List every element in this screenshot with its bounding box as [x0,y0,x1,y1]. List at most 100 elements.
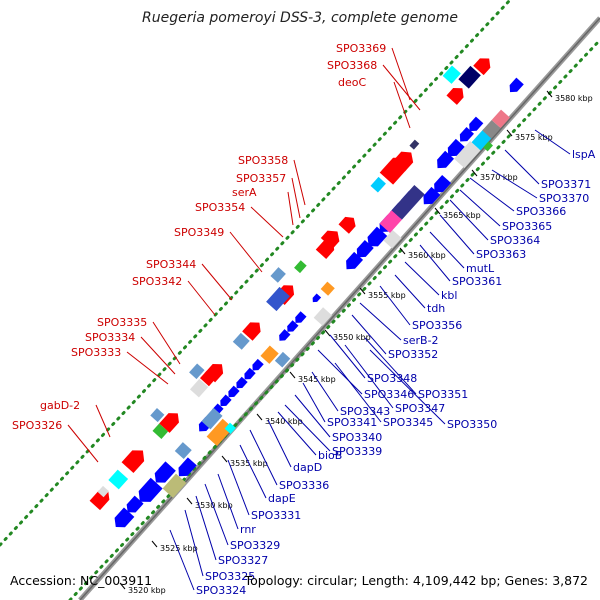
gene-label[interactable]: SPO3324 [196,584,246,597]
forward-feature[interactable] [108,469,129,490]
gene-label[interactable]: SPO3342 [132,275,182,288]
gene-label[interactable]: SPO3339 [332,445,382,458]
forward-cds[interactable] [242,318,264,341]
gene-label[interactable]: SPO3334 [85,331,135,344]
gene-label[interactable]: SPO3369 [336,42,386,55]
gene-label[interactable]: bioB [318,449,342,462]
forward-cds[interactable] [320,226,344,249]
gene-label[interactable]: SPO3371 [541,178,591,191]
forward-feature[interactable] [458,65,481,89]
reverse-cds[interactable] [277,329,291,343]
forward-feature[interactable] [150,408,165,423]
reverse-feature[interactable] [491,109,510,129]
gene-label[interactable]: SPO3349 [174,226,224,239]
reverse-cds[interactable] [311,293,322,304]
forward-feature[interactable] [97,485,109,498]
gene-label[interactable]: SPO3335 [97,316,147,329]
gene-label[interactable]: SPO3361 [452,275,502,288]
reverse-feature[interactable] [224,422,236,434]
reverse-feature[interactable] [320,281,335,296]
reverse-cds[interactable] [151,461,176,487]
forward-feature[interactable] [189,363,205,380]
gene-label[interactable]: SPO3343 [340,405,390,418]
gene-label[interactable]: SPO3346 [364,388,414,401]
reverse-feature[interactable] [260,345,279,364]
forward-feature[interactable] [270,267,286,283]
reverse-cds[interactable] [218,394,232,409]
reverse-cds[interactable] [111,507,135,531]
reverse-feature[interactable] [206,418,234,446]
reverse-cds[interactable] [174,457,197,480]
gene-label[interactable]: SPO3350 [447,418,497,431]
gene-label[interactable]: SPO3368 [327,59,377,72]
reverse-cds[interactable] [293,311,307,325]
reverse-feature[interactable] [313,307,332,326]
forward-feature[interactable] [189,378,209,398]
forward-feature[interactable] [152,423,169,439]
gene-label[interactable]: SPO3357 [236,172,286,185]
gene-label[interactable]: SPO3341 [327,416,377,429]
gene-label[interactable]: SPO3326 [12,419,62,432]
reverse-feature[interactable] [174,442,192,460]
reverse-feature[interactable] [274,351,291,368]
reverse-feature[interactable] [162,473,187,498]
reverse-feature[interactable] [379,210,402,233]
reverse-feature[interactable] [383,230,402,249]
reverse-feature[interactable] [482,120,501,139]
gene-label[interactable]: SPO3336 [279,479,329,492]
forward-cds[interactable] [121,445,149,474]
gene-label[interactable]: SPO3358 [238,154,288,167]
gene-label[interactable]: gabD-2 [40,399,80,412]
gene-label[interactable]: SPO3364 [490,234,540,247]
reverse-cds[interactable] [134,477,163,507]
forward-feature[interactable] [442,65,461,84]
gene-label[interactable]: SPO3325 [205,570,255,583]
reverse-cds[interactable] [506,77,524,96]
gene-label[interactable]: dapE [268,492,296,505]
reverse-cds[interactable] [466,116,484,135]
gene-label[interactable]: dapD [293,461,322,474]
reverse-cds[interactable] [444,138,465,160]
gene-label[interactable]: mutL [466,262,495,275]
forward-feature[interactable] [266,286,290,312]
reverse-cds[interactable] [226,385,240,400]
gene-label[interactable]: SPO3366 [516,205,566,218]
forward-cds[interactable] [446,84,467,105]
gene-label[interactable]: SPO3327 [218,554,268,567]
reverse-feature[interactable] [391,184,425,220]
gene-label[interactable]: SPO3352 [388,348,438,361]
gene-label[interactable]: SPO3347 [395,402,445,415]
gene-label[interactable]: SPO3351 [418,388,468,401]
gene-label[interactable]: tdh [427,302,445,315]
gene-label[interactable]: SPO3356 [412,319,462,332]
forward-cds[interactable] [159,409,183,433]
gene-label[interactable]: serA [232,186,257,199]
gene-label[interactable]: SPO3365 [502,220,552,233]
forward-cds[interactable] [393,147,417,172]
forward-cds[interactable] [204,360,227,383]
gene-label[interactable]: SPO3340 [332,431,382,444]
gene-label[interactable]: SPO3345 [383,416,433,429]
gene-label[interactable]: deoC [338,76,366,89]
reverse-feature[interactable] [454,140,481,169]
reverse-cds[interactable] [430,175,452,196]
gene-label[interactable]: SPO3363 [476,248,526,261]
reverse-cds[interactable] [285,320,299,334]
gene-label[interactable]: serB-2 [403,334,439,347]
gene-label[interactable]: SPO3331 [251,509,301,522]
reverse-feature[interactable] [201,407,223,430]
forward-feature[interactable] [232,332,250,350]
reverse-cds[interactable] [123,495,144,517]
gene-label[interactable]: SPO3344 [146,258,196,271]
forward-cds[interactable] [338,213,359,234]
reverse-feature[interactable] [483,141,493,152]
reverse-cds[interactable] [242,367,256,382]
forward-feature[interactable] [294,260,307,274]
gene-label[interactable]: SPO3370 [539,192,589,205]
forward-cds[interactable] [473,54,494,76]
reverse-cds[interactable] [234,376,248,391]
gene-label[interactable]: SPO3329 [230,539,280,552]
gene-label[interactable]: SPO3354 [195,201,245,214]
forward-feature[interactable] [370,176,386,193]
gene-label[interactable]: kbl [441,289,457,302]
